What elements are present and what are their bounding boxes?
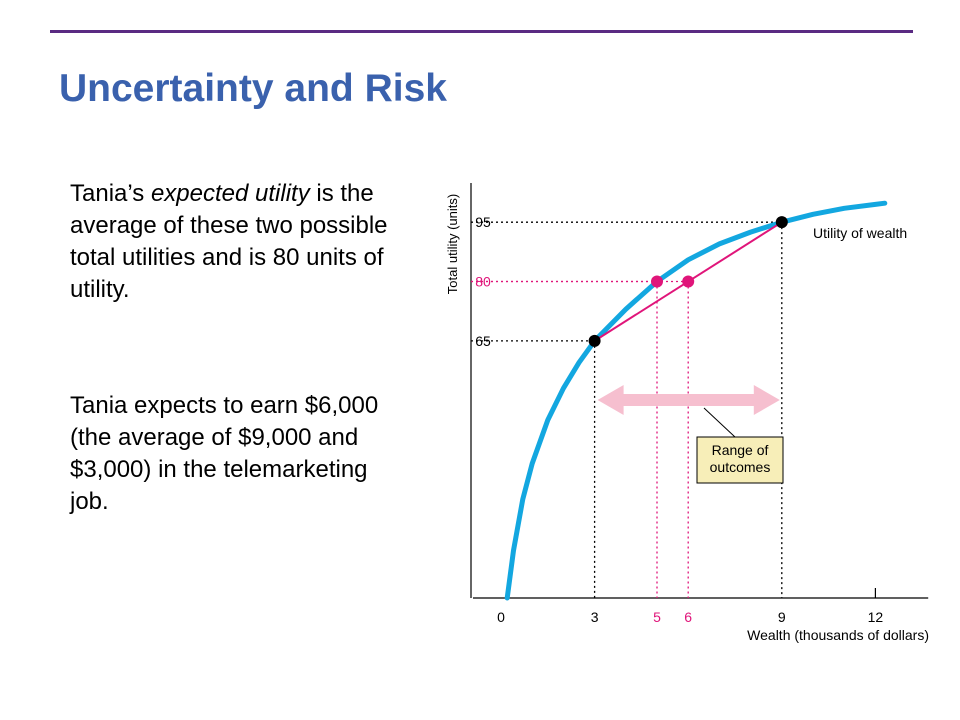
x-tick-label-0: 0 <box>497 609 505 625</box>
y-tick-label-95: 95 <box>475 214 491 230</box>
y-tick-label-80: 80 <box>475 274 491 290</box>
para1-emphasis: expected utility <box>150 180 310 207</box>
x-tick-label-12: 12 <box>868 609 884 625</box>
range-callout-line-1: Range of <box>712 442 769 458</box>
range-of-outcomes-arrow <box>597 385 780 415</box>
x-axis-title: Wealth (thousands of dollars) <box>747 627 929 643</box>
data-point-3 <box>682 275 695 288</box>
para1-text-after: is the average of these two possible tot… <box>70 180 388 303</box>
data-point-0 <box>588 334 601 347</box>
data-point-1 <box>775 216 788 229</box>
range-callout-box <box>696 436 784 484</box>
x-tick-label-6: 6 <box>684 609 692 625</box>
callout-leader <box>703 407 736 438</box>
x-tick-label-5: 5 <box>653 609 661 625</box>
x-tick-label-9: 9 <box>778 609 786 625</box>
top-rule <box>50 30 913 33</box>
range-callout-line-2: outcomes <box>710 459 771 475</box>
y-tick-label-65: 65 <box>475 333 491 349</box>
body-paragraph-2: Tania expects to earn $6,000 (the averag… <box>70 392 379 515</box>
utility-curve <box>504 200 888 601</box>
para1-text-before: Tania’s <box>70 180 151 207</box>
slide-title: Uncertainty and Risk <box>59 67 447 110</box>
y-axis-title: Total utility (units) <box>445 194 460 294</box>
data-point-2 <box>651 275 663 288</box>
curve-label: Utility of wealth <box>813 225 907 241</box>
body-paragraph-1: Tania’s expected utility is the average … <box>70 178 410 306</box>
x-tick-label-3: 3 <box>591 609 599 625</box>
